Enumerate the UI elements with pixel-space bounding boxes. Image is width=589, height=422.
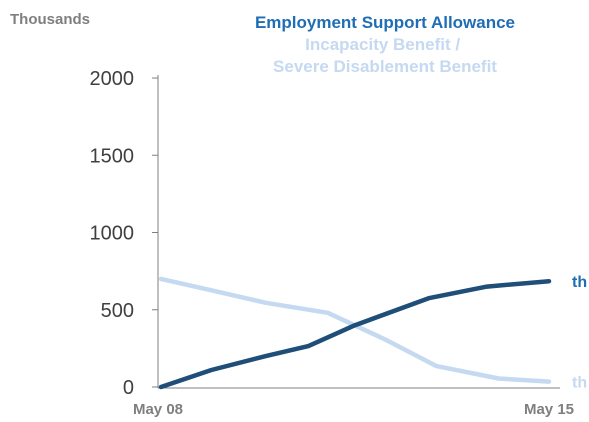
y-tick-label: 2000 — [90, 68, 135, 90]
legend-item-ib-line1: Incapacity Benefit / — [305, 35, 460, 54]
x-tick-label: May 15 — [524, 401, 574, 418]
series-group — [158, 276, 552, 390]
legend-item-ib: Incapacity Benefit / Severe Disablement … — [273, 35, 497, 76]
legend-item-ib-line2: Severe Disablement Benefit — [273, 57, 497, 76]
end-label-group: th th — [572, 274, 587, 391]
y-tick-group: 0 500 1000 1500 2000 — [90, 68, 158, 399]
x-tick-group: May 08 May 15 — [133, 401, 574, 418]
unit-label: Thousands — [10, 11, 90, 28]
y-tick-label: 1000 — [90, 223, 135, 245]
series-line-esa — [158, 278, 552, 390]
y-tick-label: 0 — [123, 377, 134, 399]
y-tick-label: 500 — [101, 300, 134, 322]
legend-item-esa: Employment Support Allowance — [255, 13, 515, 32]
end-label-ib: th — [572, 375, 587, 392]
y-tick-label: 1500 — [90, 145, 135, 167]
legend: Employment Support Allowance Incapacity … — [255, 13, 515, 76]
x-tick-label: May 08 — [133, 401, 183, 418]
end-label-esa: th — [572, 274, 587, 291]
